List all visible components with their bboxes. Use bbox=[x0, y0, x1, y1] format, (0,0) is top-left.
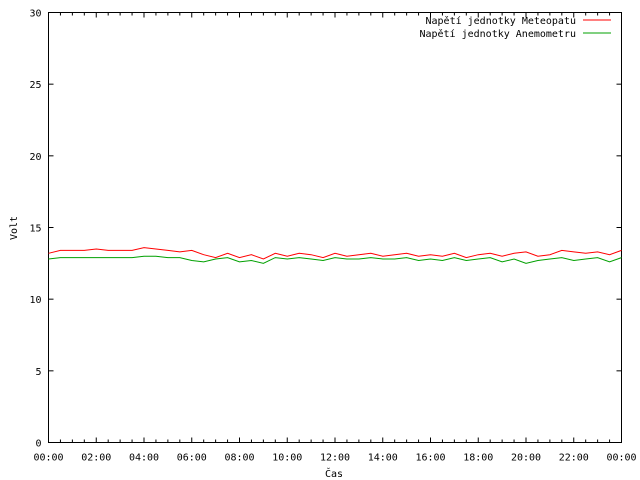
legend-label: Napětí jednotky Meteopatu bbox=[425, 15, 576, 27]
y-axis-label: Volt bbox=[9, 216, 20, 240]
x-axis-label: Čas bbox=[325, 467, 343, 480]
x-tick-label: 22:00 bbox=[559, 453, 589, 464]
series-line-0 bbox=[48, 247, 622, 260]
x-tick-label: 00:00 bbox=[33, 453, 63, 464]
y-tick-label: 10 bbox=[29, 295, 41, 306]
x-tick-label: 16:00 bbox=[415, 453, 445, 464]
x-tick-label: 18:00 bbox=[463, 453, 493, 464]
y-tick-label: 15 bbox=[29, 224, 41, 235]
y-tick-label: 25 bbox=[29, 80, 41, 91]
x-tick-label: 12:00 bbox=[320, 453, 350, 464]
x-tick-label: 14:00 bbox=[368, 453, 398, 464]
y-tick-label: 0 bbox=[35, 439, 41, 450]
plot-frame bbox=[48, 12, 622, 443]
y-tick-label: 30 bbox=[29, 9, 41, 20]
y-tick-label: 5 bbox=[35, 367, 41, 378]
x-tick-label: 02:00 bbox=[81, 453, 111, 464]
x-tick-label: 06:00 bbox=[177, 453, 207, 464]
x-tick-label: 20:00 bbox=[511, 453, 541, 464]
y-tick-label: 20 bbox=[29, 152, 41, 163]
x-tick-label: 08:00 bbox=[224, 453, 254, 464]
series-line-1 bbox=[48, 255, 622, 264]
legend-label: Napětí jednotky Anemometru bbox=[419, 28, 576, 40]
x-tick-label: 10:00 bbox=[272, 453, 302, 464]
x-tick-label: 04:00 bbox=[129, 453, 159, 464]
x-tick-label: 00:00 bbox=[606, 453, 636, 464]
